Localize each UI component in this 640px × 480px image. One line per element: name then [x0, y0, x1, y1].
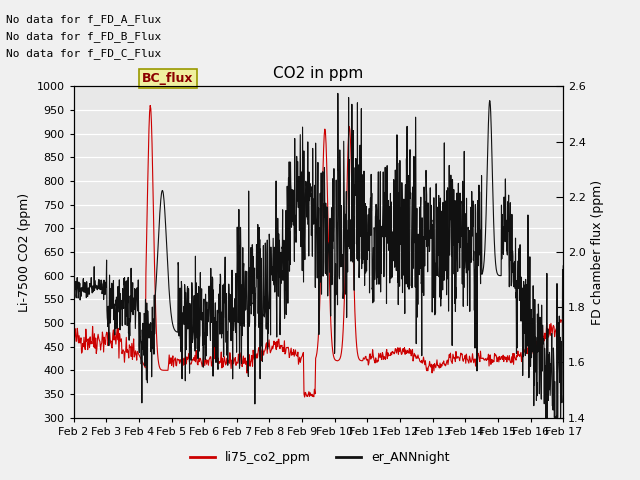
Title: CO2 in ppm: CO2 in ppm [273, 66, 364, 81]
Text: No data for f_FD_B_Flux: No data for f_FD_B_Flux [6, 31, 162, 42]
Y-axis label: Li-7500 CO2 (ppm): Li-7500 CO2 (ppm) [18, 192, 31, 312]
Y-axis label: FD chamber flux (ppm): FD chamber flux (ppm) [591, 180, 605, 324]
Legend: li75_co2_ppm, er_ANNnight: li75_co2_ppm, er_ANNnight [186, 446, 454, 469]
Text: No data for f_FD_A_Flux: No data for f_FD_A_Flux [6, 14, 162, 25]
Text: No data for f_FD_C_Flux: No data for f_FD_C_Flux [6, 48, 162, 59]
Text: BC_flux: BC_flux [142, 72, 194, 85]
